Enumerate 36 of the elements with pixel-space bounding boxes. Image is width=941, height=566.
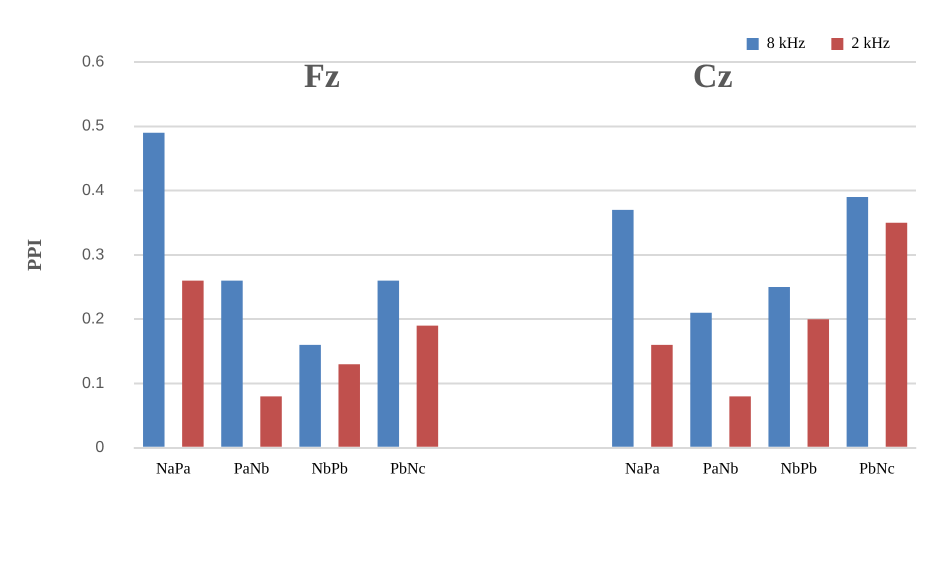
bar — [260, 396, 282, 447]
bar — [299, 344, 321, 447]
x-tick-label: PbNc — [859, 460, 895, 478]
bar — [182, 280, 204, 447]
x-tick-label: NaPa — [156, 460, 191, 478]
x-tick-label: PaNb — [234, 460, 270, 478]
y-tick-label: 0.5 — [82, 118, 104, 135]
bar — [768, 287, 790, 447]
bar — [846, 197, 868, 447]
x-tick-label: PbNc — [390, 460, 426, 478]
bar — [612, 210, 634, 447]
y-tick-label: 0.2 — [82, 310, 104, 328]
y-tick-label: 0.3 — [82, 246, 104, 264]
bar — [378, 280, 400, 447]
bar — [651, 344, 673, 447]
x-tick-label: NbPb — [311, 460, 348, 478]
y-tick-label: 0.1 — [82, 374, 104, 392]
bar — [221, 280, 243, 447]
x-tick-label: NbPb — [780, 460, 817, 478]
y-axis-title: PPI — [24, 238, 46, 272]
bar — [338, 364, 360, 447]
annotation: Fz — [304, 58, 340, 95]
y-tick-label: 0.6 — [82, 53, 104, 70]
legend-label: 8 kHz — [766, 35, 806, 52]
legend-label: 2 kHz — [851, 35, 890, 52]
x-tick-label: NaPa — [625, 460, 660, 478]
bar — [808, 319, 830, 447]
x-tick-label: PaNb — [702, 460, 738, 478]
bar — [886, 222, 908, 447]
bar — [143, 132, 165, 447]
y-tick-label: 0 — [95, 439, 104, 456]
bar — [729, 396, 751, 447]
annotation: Cz — [692, 58, 733, 95]
bar — [416, 326, 438, 447]
bar — [690, 312, 712, 447]
y-tick-label: 0.4 — [82, 182, 104, 200]
